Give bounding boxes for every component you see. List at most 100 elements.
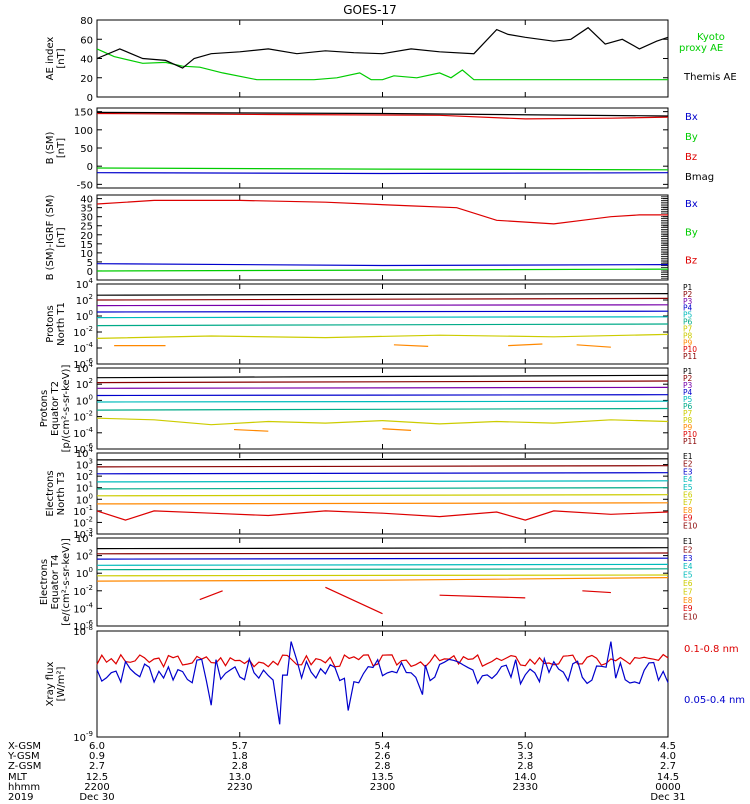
x-axis-value: 5.4 xyxy=(375,741,391,752)
series-line xyxy=(96,304,669,307)
legend-entry: E10 xyxy=(683,613,698,622)
y-tick-label: 10 xyxy=(80,249,93,260)
x-axis-value: 0.9 xyxy=(89,751,105,762)
legend-entry: P4 xyxy=(683,304,693,313)
series-line xyxy=(96,407,669,411)
series-line xyxy=(96,263,669,267)
panel-frame xyxy=(96,630,669,738)
legend-entry: P6 xyxy=(683,318,693,327)
y-tick-label: 10-4 xyxy=(73,426,93,440)
legend-entry: E2 xyxy=(683,460,693,469)
series-line xyxy=(96,386,669,389)
legend-entry: E2 xyxy=(683,545,693,554)
series-line xyxy=(96,293,669,296)
plot-title: GOES-17 xyxy=(343,3,397,17)
y-tick-label: 5 xyxy=(87,258,93,269)
legend-entry: 0.05-0.4 nm xyxy=(684,695,745,706)
series-line xyxy=(96,26,669,69)
y-tick-label: 100 xyxy=(76,309,93,323)
legend-entry: P8 xyxy=(683,416,693,425)
series-line xyxy=(96,172,669,175)
series-segment xyxy=(393,344,429,347)
panel-6: 10-310-210-1100101102103104ElectronsNort… xyxy=(45,446,698,541)
panel-frame xyxy=(96,194,669,281)
legend-entry: E8 xyxy=(683,506,693,515)
y-tick-label: 104 xyxy=(76,361,94,375)
panel-frame xyxy=(96,107,669,189)
y-tick-label: 0 xyxy=(87,162,93,173)
legend-entry: Bx xyxy=(685,112,698,123)
legend-entry: E10 xyxy=(683,521,698,530)
series-line xyxy=(96,480,669,483)
y-axis-label: ElectronsEquator T4[e/(cm²-s-sr-keV)] xyxy=(39,538,72,626)
x-axis-value: 13.5 xyxy=(371,772,393,783)
x-axis-row-label: 2019 xyxy=(8,792,33,800)
x-axis-row-label: MLT xyxy=(8,772,28,783)
x-axis-value: 2230 xyxy=(227,782,252,793)
panel-2: -50 0 50 100 150 B (SM)[nT] Bx By Bz Bmag xyxy=(45,107,714,191)
legend-entry: P11 xyxy=(683,352,697,361)
y-tick-label: 40 xyxy=(80,195,93,206)
legend-entry: P3 xyxy=(683,297,693,306)
legend-entry: P7 xyxy=(683,409,693,418)
y-tick-label: 102 xyxy=(76,377,93,391)
x-axis-value: 2200 xyxy=(84,782,109,793)
legend-entry: Bmag xyxy=(685,172,714,183)
y-tick-label: 0 xyxy=(87,93,93,104)
series-segment xyxy=(576,344,611,348)
y-tick-label: 50 xyxy=(80,144,93,155)
series-segment xyxy=(439,594,526,599)
series-line xyxy=(96,510,669,521)
legend-entry: E3 xyxy=(683,467,693,476)
series-line xyxy=(96,574,669,577)
series-line xyxy=(96,568,669,571)
legend-entry: P10 xyxy=(683,430,697,439)
y-tick-label: 25 xyxy=(80,222,93,233)
series-line xyxy=(96,374,669,379)
series-line xyxy=(96,111,669,117)
y-axis-label: ProtonsEquator T2[p/(cm²-s-sr-keV)] xyxy=(39,365,72,453)
y-tick-label: 0 xyxy=(87,267,93,278)
legend-entry: E5 xyxy=(683,483,693,492)
series-line xyxy=(96,577,669,582)
series-line xyxy=(96,653,669,669)
series-line xyxy=(96,268,669,272)
series-line xyxy=(96,333,669,339)
series-line xyxy=(96,472,669,475)
legend-entry: E4 xyxy=(683,475,693,484)
x-axis-value: 14.5 xyxy=(657,772,679,783)
series-line xyxy=(96,316,669,319)
legend-entry: E1 xyxy=(683,452,693,461)
x-axis-value: 2.8 xyxy=(517,761,533,772)
series-line xyxy=(96,310,669,313)
series-line xyxy=(96,494,669,497)
series-line xyxy=(96,400,669,403)
legend-entry: E8 xyxy=(683,596,693,605)
series-line xyxy=(96,48,668,81)
panel-frame xyxy=(96,537,669,627)
x-axis-value: 13.0 xyxy=(229,772,251,783)
x-axis-row-label: X-GSM xyxy=(8,741,41,752)
legend-entry: P2 xyxy=(683,374,693,383)
y-axis-label: ProtonsNorth T1 xyxy=(45,302,67,346)
y-axis-label: B (SM)-IGRF (SM)[nT] xyxy=(45,195,67,281)
y-tick-label: 35 xyxy=(80,204,93,215)
legend-entry: E4 xyxy=(683,562,693,571)
y-tick-label: 40 xyxy=(80,55,93,66)
series-segment xyxy=(234,428,269,432)
series-line xyxy=(96,547,669,550)
legend-entry: Bz xyxy=(685,256,697,267)
series-segment xyxy=(382,428,412,431)
legend-entry: E6 xyxy=(683,579,693,588)
y-tick-label: 10-4 xyxy=(73,601,93,615)
y-axis-label: B (SM)[nT] xyxy=(45,131,67,164)
series-line xyxy=(96,563,669,566)
legend-entry: P1 xyxy=(683,283,693,292)
y-tick-label: 30 xyxy=(80,213,93,224)
series-line xyxy=(96,297,669,301)
y-tick-label: 10-2 xyxy=(73,410,93,424)
